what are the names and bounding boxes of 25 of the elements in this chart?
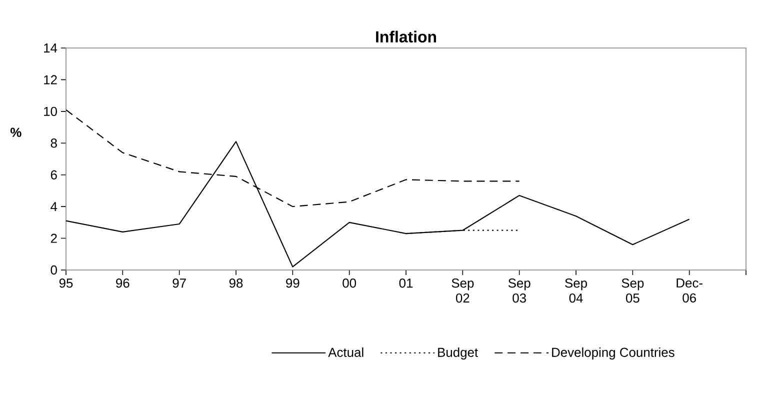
y-tick-label: 2 <box>50 234 57 243</box>
legend-label: Developing Countries <box>552 347 674 360</box>
x-tick-label: Dec-06 <box>676 278 702 302</box>
y-tick-label: 8 <box>50 138 57 148</box>
y-tick-label: 12 <box>44 75 57 84</box>
legend-label: Budget <box>438 347 478 360</box>
x-tick-label: Sep 02 <box>452 278 474 303</box>
y-tick-label: 0 <box>50 265 57 275</box>
y-tick-label: 14 <box>44 44 58 52</box>
x-tick-label: Sep 04 <box>565 278 587 303</box>
y-tick-label: 6 <box>50 170 57 180</box>
x-tick-label: 95 <box>59 278 73 288</box>
y-tick-label: 4 <box>50 202 58 212</box>
x-tick-label: 01 <box>399 278 413 288</box>
x-tick-label: Sep 03 <box>508 278 530 303</box>
x-tick-label: 98 <box>229 278 243 288</box>
legend-label: Actual <box>328 347 364 357</box>
chart-title: Inflation <box>376 30 436 42</box>
x-tick-label: 96 <box>116 278 130 288</box>
y-tick-label: 10 <box>44 106 57 116</box>
x-tick-label: 97 <box>172 278 186 288</box>
x-tick-label: Sep 05 <box>622 278 644 303</box>
y-axis-title: % <box>10 128 22 137</box>
x-tick-label: 99 <box>286 278 300 288</box>
x-tick-label: 00 <box>342 278 356 288</box>
